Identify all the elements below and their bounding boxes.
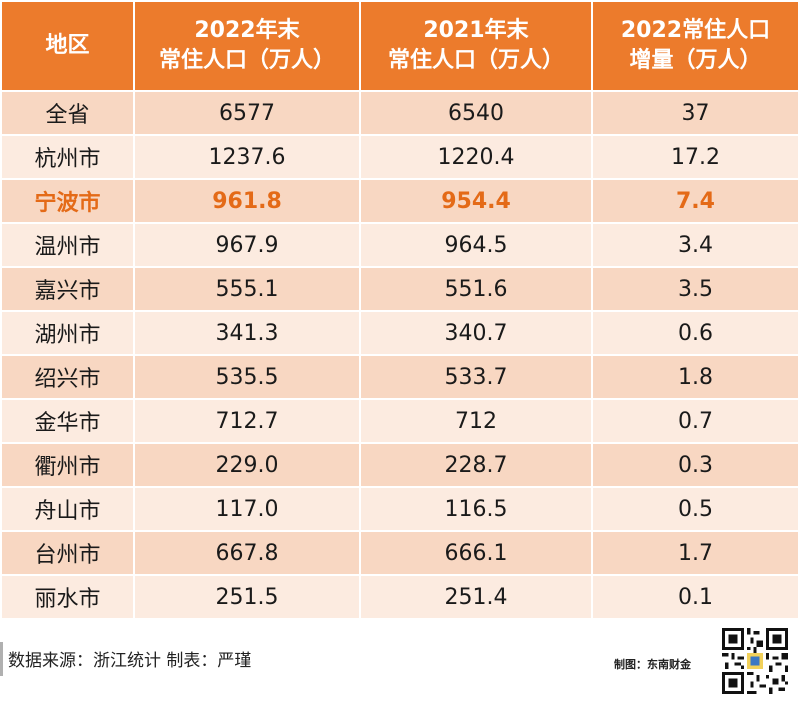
- table-row: 金华市 712.7 712 0.7: [2, 398, 798, 443]
- pop-2021-cell: 116.5: [360, 486, 593, 531]
- region-cell: 丽水市: [2, 574, 135, 618]
- pop-2021-cell: 964.5: [360, 222, 593, 267]
- region-cell: 宁波市: [2, 178, 135, 223]
- region-cell: 湖州市: [2, 310, 135, 355]
- pop-2021-cell: 340.7: [360, 310, 593, 355]
- increase-cell: 37: [592, 90, 798, 135]
- table-row: 杭州市 1237.6 1220.4 17.2: [2, 134, 798, 179]
- maker-credit: 制图：东南财金: [614, 658, 691, 671]
- column-header-line: 地区: [45, 33, 90, 58]
- increase-cell: 1.8: [592, 354, 798, 399]
- table-row: 衢州市 229.0 228.7 0.3: [2, 442, 798, 487]
- table-row: 全省 6577 6540 37: [2, 90, 798, 135]
- population-table: 地区 2022年末 常住人口（万人） 2021年末 常住人口（万人） 2022常住人口 增量…: [2, 2, 798, 618]
- column-header-line: 2021年末: [423, 18, 529, 43]
- increase-cell: 0.1: [592, 574, 798, 618]
- pop-2022-cell: 967.9: [134, 222, 361, 267]
- column-header-3: 2022常住人口 增量（万人）: [592, 2, 798, 91]
- table-header: 地区 2022年末 常住人口（万人） 2021年末 常住人口（万人） 2022常住人口 增量…: [2, 2, 798, 91]
- footer: 数据来源：浙江统计 制表：严瑾 制图：东南财金: [0, 620, 800, 703]
- pop-2022-cell: 712.7: [134, 398, 361, 443]
- table-row: 湖州市 341.3 340.7 0.6: [2, 310, 798, 355]
- region-cell: 嘉兴市: [2, 266, 135, 311]
- table-row: 宁波市 961.8 954.4 7.4: [2, 178, 798, 223]
- pop-2021-cell: 251.4: [360, 574, 593, 618]
- table-body: 全省 6577 6540 37 杭州市 1237.6 1220.4 17.2 宁波市 961.8 9…: [2, 90, 798, 618]
- header-row: 地区 2022年末 常住人口（万人） 2021年末 常住人口（万人） 2022常住人口 增量…: [2, 2, 798, 91]
- increase-cell: 0.5: [592, 486, 798, 531]
- pop-2021-cell: 533.7: [360, 354, 593, 399]
- footer-accent-bar: [0, 642, 3, 676]
- table-row: 台州市 667.8 666.1 1.7: [2, 530, 798, 575]
- region-cell: 台州市: [2, 530, 135, 575]
- table-row: 温州市 967.9 964.5 3.4: [2, 222, 798, 267]
- pop-2022-cell: 555.1: [134, 266, 361, 311]
- column-header-0: 地区: [2, 2, 135, 91]
- column-header-line: 增量（万人）: [629, 48, 762, 73]
- pop-2021-cell: 551.6: [360, 266, 593, 311]
- pop-2022-cell: 961.8: [134, 178, 361, 223]
- column-header-line: 常住人口（万人）: [158, 48, 335, 73]
- pop-2022-cell: 251.5: [134, 574, 361, 618]
- increase-cell: 3.4: [592, 222, 798, 267]
- pop-2022-cell: 229.0: [134, 442, 361, 487]
- increase-cell: 7.4: [592, 178, 798, 223]
- pop-2021-cell: 1220.4: [360, 134, 593, 179]
- pop-2022-cell: 535.5: [134, 354, 361, 399]
- region-cell: 全省: [2, 90, 135, 135]
- pop-2021-cell: 666.1: [360, 530, 593, 575]
- column-header-line: 2022年末: [194, 18, 300, 43]
- column-header-1: 2022年末常住人口（万人）: [134, 2, 361, 91]
- source-note: 数据来源：浙江统计 制表：严瑾: [8, 651, 252, 671]
- table-row: 绍兴市 535.5 533.7 1.8: [2, 354, 798, 399]
- increase-cell: 17.2: [592, 134, 798, 179]
- region-cell: 绍兴市: [2, 354, 135, 399]
- increase-cell: 3.5: [592, 266, 798, 311]
- region-cell: 杭州市: [2, 134, 135, 179]
- increase-cell: 0.6: [592, 310, 798, 355]
- table-row: 嘉兴市 555.1 551.6 3.5: [2, 266, 798, 311]
- region-cell: 温州市: [2, 222, 135, 267]
- pop-2021-cell: 228.7: [360, 442, 593, 487]
- region-cell: 衢州市: [2, 442, 135, 487]
- pop-2022-cell: 341.3: [134, 310, 361, 355]
- increase-cell: 1.7: [592, 530, 798, 575]
- column-header-2: 2021年末常住人口（万人）: [360, 2, 593, 91]
- pop-2022-cell: 1237.6: [134, 134, 361, 179]
- table-row: 舟山市 117.0 116.5 0.5: [2, 486, 798, 531]
- pop-2021-cell: 6540: [360, 90, 593, 135]
- region-cell: 舟山市: [2, 486, 135, 531]
- increase-cell: 0.3: [592, 442, 798, 487]
- pop-2022-cell: 6577: [134, 90, 361, 135]
- column-header-line: 常住人口（万人）: [387, 48, 564, 73]
- increase-cell: 0.7: [592, 398, 798, 443]
- column-header-line: 2022常住人口: [620, 18, 771, 43]
- qr-code-icon: [722, 628, 788, 694]
- pop-2022-cell: 117.0: [134, 486, 361, 531]
- pop-2022-cell: 667.8: [134, 530, 361, 575]
- region-cell: 金华市: [2, 398, 135, 443]
- pop-2021-cell: 712: [360, 398, 593, 443]
- table-row: 丽水市 251.5 251.4 0.1: [2, 574, 798, 618]
- pop-2021-cell: 954.4: [360, 178, 593, 223]
